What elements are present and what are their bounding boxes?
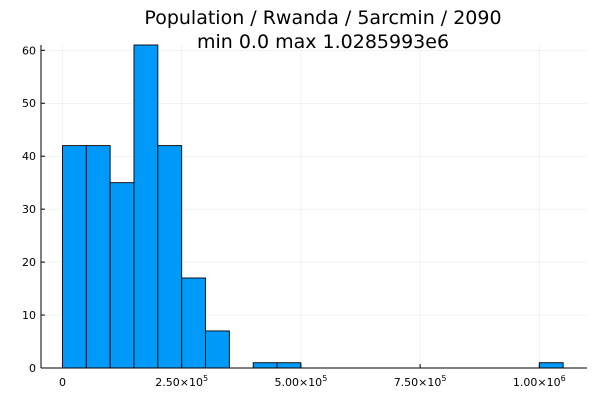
histogram-bar-9 [276,362,302,369]
x-tick-label-3: 7.50×105 [394,374,447,389]
y-tick-label-2: 20 [22,256,36,269]
histogram-bar-10 [538,362,564,369]
y-tick-label-5: 50 [22,97,36,110]
y-tick-label-6: 60 [22,44,36,57]
y-tick-label-4: 40 [22,150,36,163]
histogram-bar-5 [181,277,206,369]
chart-title-line-1: Population / Rwanda / 5arcmin / 2090 [144,7,501,29]
histogram-bar-2 [109,182,135,369]
chart-title: Population / Rwanda / 5arcmin / 2090 min… [144,7,501,53]
x-tick-label-0: 0 [59,376,66,389]
axes [40,45,587,369]
x-tick-label-4: 1.00×106 [513,374,566,389]
histogram-bars [62,44,564,369]
x-tick-label-1: 2.50×105 [155,374,208,389]
y-tick-label-3: 30 [22,203,36,216]
histogram-bar-8 [252,362,278,369]
histogram-bar-3 [133,44,159,369]
histogram-bar-4 [157,145,183,369]
histogram-bar-0 [62,145,87,369]
chart-title-line-2: min 0.0 max 1.0285993e6 [197,31,449,53]
tick-labels: 0 10 20 30 40 50 60 0 2.50×105 5.00×105 7.50×105 1.… [22,44,566,389]
histogram-bar-1 [85,145,111,369]
x-tick-label-2: 5.00×105 [274,374,327,389]
y-tick-label-1: 10 [22,309,36,322]
histogram-bar-6 [205,330,230,369]
y-tick-label-0: 0 [29,362,36,375]
